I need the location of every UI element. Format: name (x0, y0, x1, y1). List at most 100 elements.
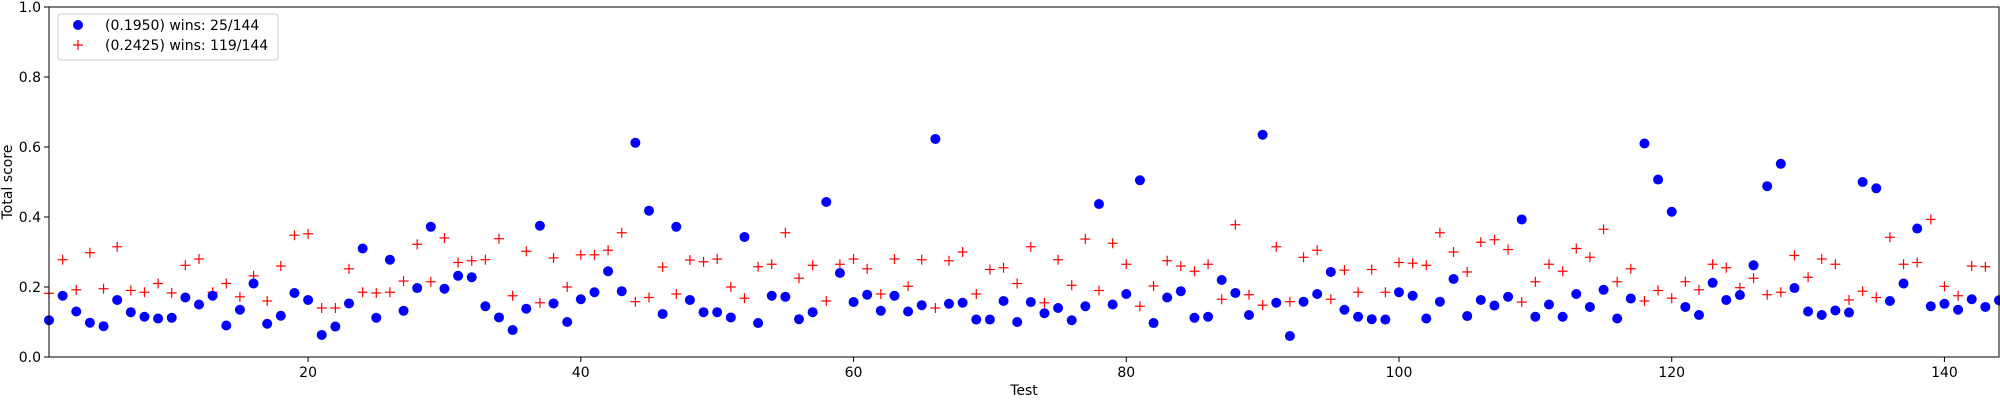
data-point-series-2 (1953, 290, 1964, 301)
legend-label-series-2: (0.2425) wins: 119/144 (105, 38, 268, 54)
data-point-series-1 (1162, 292, 1173, 303)
data-point-series-2 (1844, 294, 1854, 305)
data-point-series-1 (1734, 290, 1745, 301)
data-point-series-1 (384, 254, 395, 265)
data-point-series-1 (1871, 183, 1882, 194)
data-point-series-2 (1434, 227, 1445, 238)
data-point-series-2 (848, 254, 859, 264)
data-point-series-2 (1584, 252, 1595, 263)
data-point-series-2 (57, 254, 68, 265)
data-point-series-1 (1557, 311, 1568, 322)
data-point-series-2 (862, 263, 873, 274)
data-point-series-1 (1284, 331, 1295, 341)
y-tick-label: 0.4 (19, 210, 41, 226)
data-point-series-1 (1271, 297, 1282, 308)
data-point-series-1 (698, 307, 709, 318)
legend-label-series-1: (0.1950) wins: 25/144 (105, 18, 259, 34)
data-point-series-2 (1557, 266, 1568, 277)
data-point-series-2 (984, 264, 995, 275)
data-point-series-2 (1257, 300, 1268, 311)
data-point-series-2 (1244, 289, 1254, 300)
data-point-series-1 (1025, 297, 1036, 308)
data-point-series-2 (371, 287, 382, 298)
data-point-series-1 (1257, 129, 1268, 140)
data-point-series-2 (330, 303, 341, 313)
data-point-series-1 (1039, 308, 1050, 319)
data-point-series-1 (1953, 304, 1964, 315)
data-point-series-2 (534, 297, 545, 308)
data-point-series-1 (221, 320, 232, 331)
x-tick-label: 40 (572, 365, 590, 381)
data-point-series-1 (739, 231, 750, 242)
data-point-series-2 (875, 289, 886, 299)
data-point-series-1 (1653, 174, 1664, 185)
data-point-series-2 (84, 247, 95, 258)
data-point-series-1 (1134, 175, 1145, 186)
data-point-series-2 (657, 262, 668, 273)
data-point-series-2 (357, 287, 368, 298)
data-point-series-1 (998, 296, 1009, 306)
data-point-series-2 (1803, 272, 1814, 283)
data-point-series-2 (1789, 250, 1800, 261)
data-point-series-2 (684, 255, 695, 266)
data-point-series-2 (1666, 293, 1677, 304)
data-point-series-1 (1489, 300, 1500, 311)
data-point-series-2 (1312, 245, 1323, 256)
data-point-series-2 (562, 282, 573, 292)
y-axis-label: Total score (0, 145, 16, 221)
data-point-series-1 (821, 196, 832, 207)
data-point-series-2 (1148, 280, 1159, 291)
data-point-series-1 (1175, 286, 1186, 297)
data-point-series-2 (1912, 257, 1923, 268)
data-point-series-1 (1612, 313, 1623, 324)
data-point-series-1 (1012, 317, 1023, 327)
data-point-series-2 (1653, 285, 1664, 296)
data-point-series-1 (507, 325, 518, 336)
data-point-series-2 (180, 260, 191, 271)
data-point-series-2 (794, 273, 804, 284)
data-point-series-2 (384, 287, 395, 298)
data-point-series-1 (480, 301, 491, 312)
data-point-series-2 (1339, 265, 1350, 276)
data-point-series-2 (303, 228, 314, 239)
data-point-series-1 (1857, 177, 1868, 187)
data-point-series-1 (289, 287, 300, 298)
data-point-series-1 (684, 294, 695, 305)
data-point-series-1 (71, 306, 82, 317)
data-point-series-2 (916, 254, 927, 265)
data-point-series-2 (1094, 285, 1104, 296)
data-point-series-1 (1216, 275, 1227, 285)
data-point-series-2 (1012, 278, 1023, 289)
data-point-series-1 (1844, 307, 1854, 318)
data-point-series-2 (153, 278, 164, 289)
data-point-series-1 (521, 303, 532, 314)
data-point-series-2 (480, 254, 491, 265)
data-point-series-1 (1353, 311, 1364, 322)
data-point-series-1 (671, 221, 682, 232)
data-point-series-1 (57, 290, 68, 301)
data-point-series-1 (1339, 304, 1350, 315)
data-point-series-1 (1762, 181, 1773, 192)
data-point-series-1 (780, 291, 791, 302)
data-point-series-2 (1612, 276, 1623, 287)
data-point-series-2 (1544, 259, 1554, 270)
data-point-series-1 (1639, 138, 1650, 149)
data-point-series-1 (807, 307, 818, 318)
data-point-series-2 (344, 263, 354, 274)
data-point-series-2 (1598, 224, 1609, 235)
data-point-series-2 (1925, 214, 1936, 225)
data-point-series-1 (1448, 273, 1459, 284)
data-point-series-2 (1407, 258, 1418, 269)
data-point-series-2 (221, 278, 232, 289)
data-point-series-1 (1694, 310, 1704, 320)
data-point-series-1 (1912, 223, 1923, 234)
data-point-series-1 (98, 321, 109, 332)
data-point-series-2 (1366, 264, 1377, 275)
data-point-series-1 (1312, 289, 1323, 299)
data-point-series-2 (1039, 297, 1050, 308)
data-point-series-2 (1884, 232, 1895, 243)
data-point-series-2 (1475, 237, 1486, 248)
data-point-series-2 (1353, 287, 1364, 298)
data-point-series-1 (1666, 206, 1677, 217)
data-point-series-2 (507, 290, 518, 301)
